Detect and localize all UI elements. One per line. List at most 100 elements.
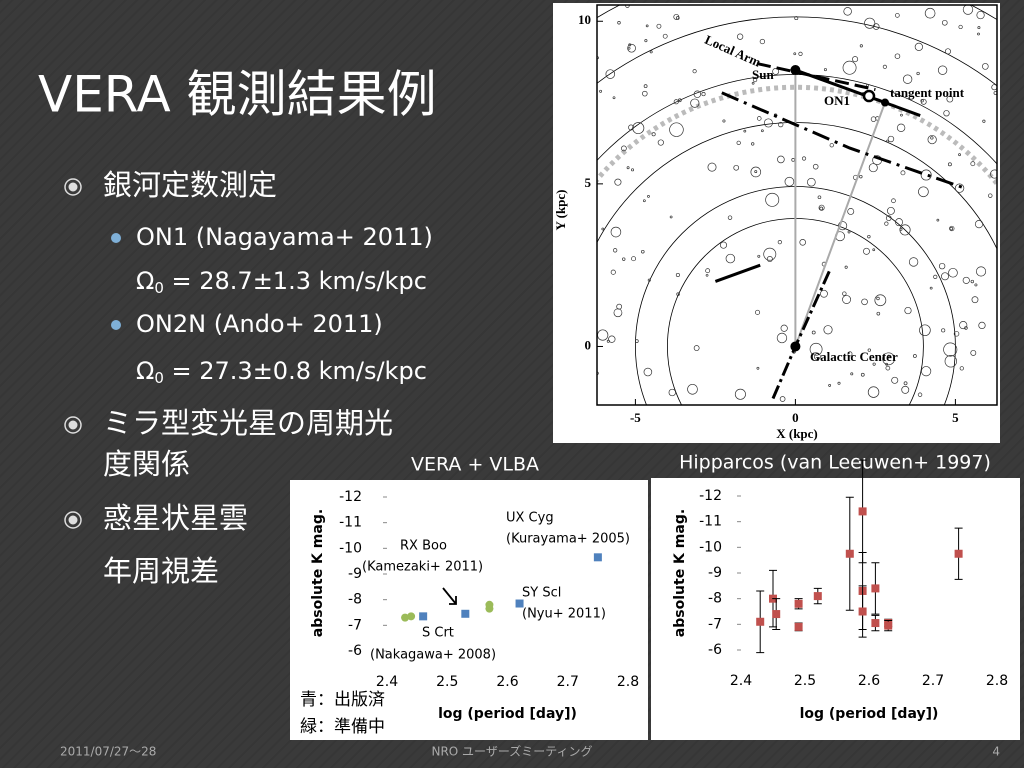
source [914,42,923,51]
chart-title: Hipparcos (van Leeuwen+ 1997) [679,452,991,474]
source [949,225,955,232]
source [936,218,940,222]
point [858,607,867,616]
source [657,139,664,146]
source [608,335,616,343]
source [626,166,630,170]
source [743,129,747,133]
y-axis-label: absolute K mag. [310,509,326,637]
source [941,328,946,333]
source [705,273,709,277]
source [759,38,766,45]
source [614,178,622,186]
source [891,376,899,384]
source [693,345,700,351]
omega-value: = 28.7±1.3 km/s/kpc [164,267,427,295]
source [976,10,985,20]
source [756,116,762,121]
source [812,163,819,170]
source [784,176,795,187]
point [884,621,893,630]
source [673,99,679,105]
source [941,19,948,26]
source [705,268,711,274]
source [908,257,919,267]
tangent-line [794,102,886,347]
source [948,267,958,278]
y-tick-label: -8 [348,592,362,608]
y-tick-label: -9 [348,566,362,582]
source [868,163,878,173]
source [842,295,852,304]
map-label: Galactic Center [810,349,898,364]
source [970,279,975,284]
y-tick-label: -12 [699,488,722,504]
source [766,256,773,263]
omega-sub: 0 [154,369,164,387]
bullet-marker [64,178,82,529]
source [811,330,816,335]
source [631,168,635,172]
source [687,383,698,395]
source [675,16,680,20]
source [820,289,828,298]
source [895,218,903,227]
source [982,63,989,70]
source [778,121,784,128]
source [872,362,876,366]
source [622,257,626,261]
source [943,110,950,117]
source [632,122,645,135]
source [852,56,859,63]
source [818,204,825,211]
source [599,89,603,93]
source [628,43,632,47]
source [886,139,890,143]
y-tick-label: -6 [708,642,722,658]
source [647,278,651,282]
source [964,326,968,330]
source [970,161,976,167]
source [823,325,833,335]
omega-text: Ω0 = 27.3±0.8 km/s/kpc [136,357,427,387]
source [882,64,887,69]
source [828,384,832,387]
source [823,68,827,72]
point [813,592,822,601]
point [794,599,803,608]
source [847,351,853,357]
source [921,366,932,377]
source [693,90,702,98]
source [690,98,700,108]
source [929,286,933,290]
source [734,388,746,400]
source [847,208,855,215]
source [847,230,851,234]
source [628,124,634,131]
point [858,507,867,516]
footer-event: NRO ユーザーズミーティング [431,744,592,759]
slide-title: VERA 観測結果例 [38,66,437,124]
source [977,32,980,36]
bullet: ミラ型変光星の周期光 [103,406,393,440]
omega-text: Ω0 = 28.7±1.3 km/s/kpc [136,267,427,297]
source [887,135,895,143]
source [954,183,965,193]
source [904,306,912,315]
y-tick-label: -7 [708,616,722,632]
legend-entry: 緑：準備中 [300,717,385,737]
source [751,81,755,85]
arm [721,91,963,189]
source [651,132,656,137]
map-label: tangent point [890,85,965,100]
source [613,248,618,253]
source [988,193,993,198]
x-tick-label: 2.7 [557,674,579,690]
source [645,24,649,28]
source [763,247,777,261]
annotation: (Nyu+ 2011) [522,607,606,622]
source [859,174,863,179]
source [844,265,848,269]
source [860,372,865,377]
arm [714,263,761,283]
